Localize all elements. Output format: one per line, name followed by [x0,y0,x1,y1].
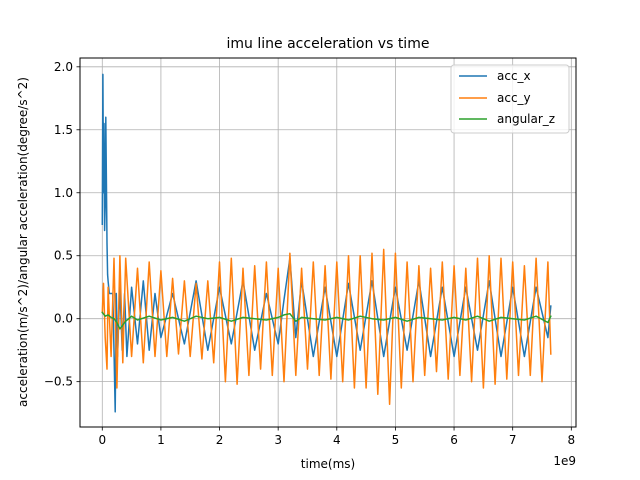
series-layer [101,73,552,413]
y-tick-label: 2.0 [54,60,73,74]
legend-box [450,64,570,134]
x-tick-label: 5 [392,433,400,447]
x-tick-label: 7 [509,433,517,447]
plot-frame [79,57,577,428]
y-tick-label: −0.5 [44,375,73,389]
x-axis-label: time(ms) [301,457,355,471]
x-tick-label: 3 [274,433,282,447]
legend-label-acc-y: acc_y [497,91,531,105]
series-line-angular-z [101,311,552,330]
x-tick-label: 0 [98,433,106,447]
ticks: 0 1 2 3 4 5 6 7 8 −0.5 0.0 0.5 1.0 1.5 2.0 [44,60,575,447]
series-line-acc-y [101,248,552,406]
x-tick-label: 6 [450,433,458,447]
y-axis-label: acceleration(m/s^2)/angular acceleration… [16,77,30,407]
y-tick-label: 1.0 [54,186,73,200]
series-line-acc-x [101,73,552,413]
legend: acc_x acc_y angular_z [450,64,570,134]
y-tick-label: 0.5 [54,249,73,263]
legend-label-angular-z: angular_z [497,112,555,126]
x-tick-label: 2 [216,433,224,447]
y-tick-label: 1.5 [54,123,73,137]
x-tick-label: 8 [567,433,575,447]
x-tick-label: 4 [333,433,341,447]
y-tick-label: 0.0 [54,312,73,326]
legend-label-acc-x: acc_x [497,69,531,83]
chart-title: imu line acceleration vs time [227,36,430,52]
x-tick-label: 1 [157,433,165,447]
x-offset-label: 1e9 [553,454,576,468]
